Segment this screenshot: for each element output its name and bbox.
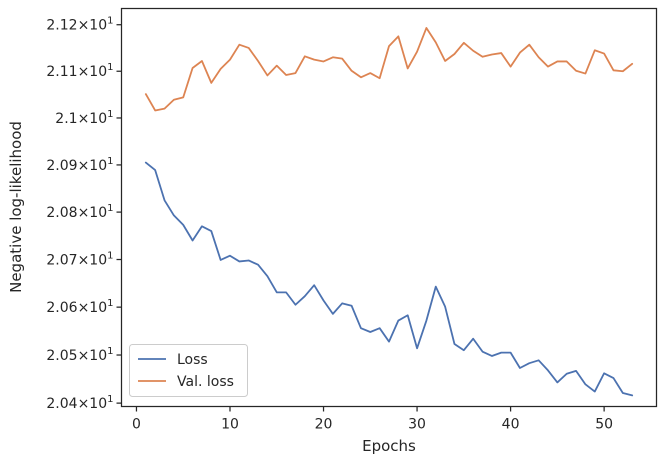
y-tick-mantissa: 2.09 xyxy=(46,158,77,174)
y-tick-label: 2.08×101 xyxy=(46,203,113,221)
y-tick-mantissa: 2.08 xyxy=(46,205,77,221)
y-tick-times: × xyxy=(78,396,90,412)
series-line-loss xyxy=(144,161,634,397)
y-tick-times: × xyxy=(78,348,90,364)
y-tick-times: × xyxy=(78,158,90,174)
y-tick-base: 10 xyxy=(89,253,107,269)
y-axis-label: Negative log-likelihood xyxy=(7,121,25,293)
legend-box xyxy=(129,344,248,397)
y-tick-times: × xyxy=(78,18,90,34)
x-tick-label: 20 xyxy=(315,417,333,433)
y-tick-base: 10 xyxy=(89,111,107,127)
y-tick-base: 10 xyxy=(89,396,107,412)
y-tick-exponent: 1 xyxy=(107,394,113,405)
y-tick-base: 10 xyxy=(89,205,107,221)
x-tick-label: 40 xyxy=(502,417,520,433)
y-tick-base: 10 xyxy=(89,348,107,364)
y-tick-mantissa: 2.04 xyxy=(46,396,77,412)
x-tick-label: 0 xyxy=(132,417,141,433)
y-tick-times: × xyxy=(78,205,90,221)
y-tick-times: × xyxy=(78,64,90,80)
legend-label-val-loss: Val. loss xyxy=(177,374,234,390)
series-line-val-loss xyxy=(144,27,634,112)
x-tick-label: 50 xyxy=(595,417,613,433)
y-tick-times: × xyxy=(78,253,90,269)
series-layer xyxy=(144,27,634,397)
x-tick-label: 30 xyxy=(408,417,426,433)
x-tick-labels: 0 10 20 30 40 50 xyxy=(132,417,613,433)
y-tick-mantissa: 2.07 xyxy=(46,253,77,269)
x-axis-label: Epochs xyxy=(362,437,416,455)
legend: Loss Val. loss xyxy=(129,344,248,397)
y-tick-exponent: 1 xyxy=(107,346,113,357)
y-tick-exponent: 1 xyxy=(107,203,113,214)
y-tick-mantissa: 2.11 xyxy=(46,64,77,80)
y-tick-exponent: 1 xyxy=(107,156,113,167)
y-tick-labels: 2.12×1012.11×1012.1×1012.09×1012.08×1012… xyxy=(46,16,113,412)
y-tick-label: 2.05×101 xyxy=(46,346,113,364)
plot-frame xyxy=(120,7,658,408)
y-tick-exponent: 1 xyxy=(107,298,113,309)
x-tick-label: 10 xyxy=(221,417,239,433)
y-tick-base: 10 xyxy=(89,300,107,316)
y-tick-mantissa: 2.05 xyxy=(46,348,77,364)
y-tick-label: 2.04×101 xyxy=(46,394,113,412)
y-tick-times: × xyxy=(78,111,90,127)
y-tick-mantissa: 2.12 xyxy=(46,18,77,34)
y-tick-exponent: 1 xyxy=(107,109,113,120)
y-tick-marks xyxy=(116,24,122,404)
y-tick-label: 2.07×101 xyxy=(46,251,113,269)
y-tick-label: 2.12×101 xyxy=(46,16,113,34)
y-tick-exponent: 1 xyxy=(107,62,113,73)
legend-label-loss: Loss xyxy=(177,352,208,368)
x-tick-marks xyxy=(135,406,605,412)
y-tick-base: 10 xyxy=(89,18,107,34)
y-tick-label: 2.11×101 xyxy=(46,62,113,80)
y-tick-label: 2.1×101 xyxy=(55,109,113,127)
y-tick-exponent: 1 xyxy=(107,251,113,262)
y-tick-base: 10 xyxy=(89,64,107,80)
y-tick-exponent: 1 xyxy=(107,16,113,27)
y-tick-times: × xyxy=(78,300,90,316)
y-tick-label: 2.09×101 xyxy=(46,156,113,174)
y-tick-label: 2.06×101 xyxy=(46,298,113,316)
y-tick-mantissa: 2.06 xyxy=(46,300,77,316)
y-tick-mantissa: 2.1 xyxy=(55,111,77,127)
y-tick-base: 10 xyxy=(89,158,107,174)
